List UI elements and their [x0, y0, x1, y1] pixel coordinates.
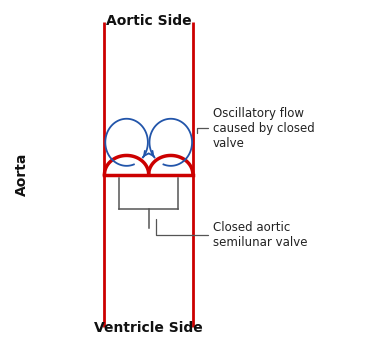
Text: Aorta: Aorta — [14, 153, 29, 196]
Text: Aortic Side: Aortic Side — [106, 14, 191, 28]
Text: Oscillatory flow
caused by closed
valve: Oscillatory flow caused by closed valve — [197, 107, 315, 150]
Text: Closed aortic
semilunar valve: Closed aortic semilunar valve — [156, 219, 308, 249]
Text: Ventricle Side: Ventricle Side — [94, 321, 203, 335]
